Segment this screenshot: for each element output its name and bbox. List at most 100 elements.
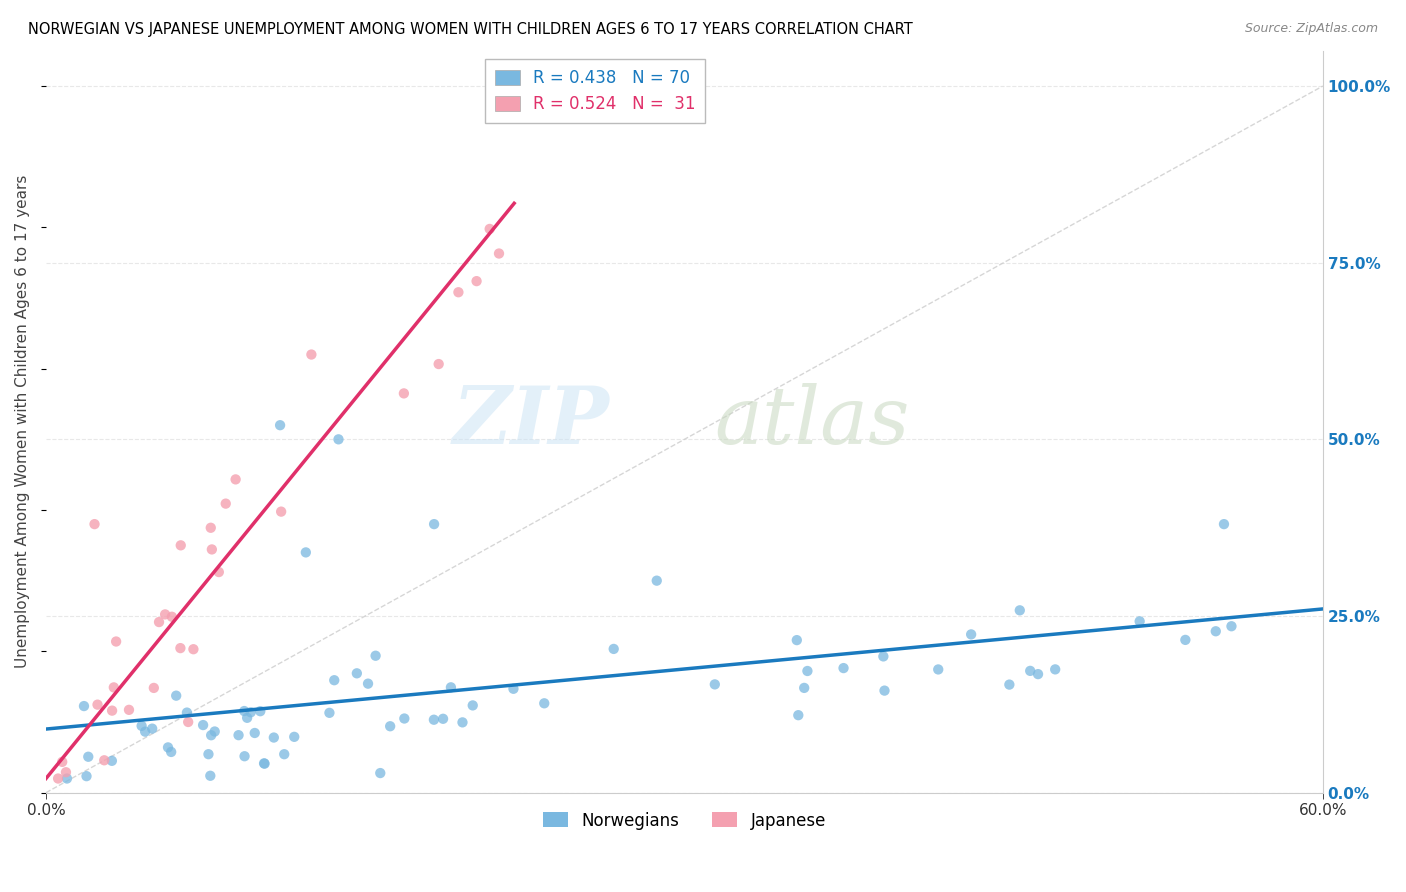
Point <box>364 648 387 663</box>
Point <box>83 517 105 532</box>
Point <box>368 766 391 780</box>
Point <box>263 731 285 745</box>
Point <box>197 747 219 762</box>
Point <box>77 749 100 764</box>
Point <box>357 676 380 690</box>
Point <box>51 755 73 769</box>
Point <box>56 772 79 786</box>
Point <box>249 704 271 718</box>
Point <box>228 728 250 742</box>
Point <box>183 642 205 657</box>
Point <box>440 681 463 695</box>
Point <box>295 545 318 559</box>
Point <box>1026 667 1049 681</box>
Point <box>1019 664 1042 678</box>
Point <box>283 730 305 744</box>
Point <box>201 542 224 557</box>
Point <box>1043 662 1066 676</box>
Point <box>960 627 983 641</box>
Point <box>269 418 291 433</box>
Point <box>465 274 488 288</box>
Point <box>270 505 292 519</box>
Point <box>793 681 815 695</box>
Point <box>703 677 725 691</box>
Point <box>118 703 141 717</box>
Point <box>998 677 1021 691</box>
Point <box>73 699 96 714</box>
Point <box>832 661 855 675</box>
Point <box>177 714 200 729</box>
Point <box>160 609 183 624</box>
Point <box>141 722 163 736</box>
Point <box>148 615 170 629</box>
Point <box>93 753 115 767</box>
Point <box>787 708 810 723</box>
Point <box>318 706 340 720</box>
Point <box>432 712 454 726</box>
Point <box>101 704 124 718</box>
Point <box>273 747 295 762</box>
Point <box>165 689 187 703</box>
Point <box>423 713 446 727</box>
Point <box>160 745 183 759</box>
Point <box>1205 624 1227 639</box>
Point <box>208 565 231 579</box>
Point <box>1220 619 1243 633</box>
Point <box>170 538 193 552</box>
Text: atlas: atlas <box>714 383 910 460</box>
Point <box>1213 517 1236 532</box>
Point <box>323 673 346 688</box>
Text: Source: ZipAtlas.com: Source: ZipAtlas.com <box>1244 22 1378 36</box>
Point <box>253 756 276 771</box>
Point <box>392 386 415 401</box>
Point <box>169 641 191 656</box>
Point <box>134 724 156 739</box>
Point <box>55 765 77 780</box>
Point <box>1174 632 1197 647</box>
Point <box>253 756 276 771</box>
Point <box>46 772 69 786</box>
Point <box>1129 615 1152 629</box>
Point <box>645 574 668 588</box>
Point <box>378 719 401 733</box>
Text: ZIP: ZIP <box>453 383 610 460</box>
Point <box>176 706 198 720</box>
Point <box>153 607 176 622</box>
Point <box>233 749 256 764</box>
Point <box>156 740 179 755</box>
Point <box>927 662 949 676</box>
Point <box>299 347 322 361</box>
Point <box>76 769 98 783</box>
Point <box>101 754 124 768</box>
Point <box>346 666 368 681</box>
Point <box>225 472 247 486</box>
Point <box>533 696 555 710</box>
Point <box>602 641 624 656</box>
Point <box>191 718 214 732</box>
Point <box>786 633 808 648</box>
Point <box>872 649 894 664</box>
Point <box>86 698 108 712</box>
Point <box>233 704 256 718</box>
Point <box>236 711 259 725</box>
Point <box>427 357 450 371</box>
Point <box>239 706 262 720</box>
Text: NORWEGIAN VS JAPANESE UNEMPLOYMENT AMONG WOMEN WITH CHILDREN AGES 6 TO 17 YEARS : NORWEGIAN VS JAPANESE UNEMPLOYMENT AMONG… <box>28 22 912 37</box>
Point <box>461 698 484 713</box>
Point <box>451 715 474 730</box>
Point <box>423 517 446 532</box>
Point <box>105 634 128 648</box>
Y-axis label: Unemployment Among Women with Children Ages 6 to 17 years: Unemployment Among Women with Children A… <box>15 175 30 668</box>
Point <box>502 681 524 696</box>
Point <box>394 712 416 726</box>
Point <box>131 719 153 733</box>
Point <box>796 664 818 678</box>
Point <box>142 681 165 695</box>
Point <box>488 246 510 260</box>
Point <box>478 222 501 236</box>
Legend: Norwegians, Japanese: Norwegians, Japanese <box>536 805 832 837</box>
Point <box>200 728 222 742</box>
Point <box>200 769 222 783</box>
Point <box>204 724 226 739</box>
Point <box>1008 603 1031 617</box>
